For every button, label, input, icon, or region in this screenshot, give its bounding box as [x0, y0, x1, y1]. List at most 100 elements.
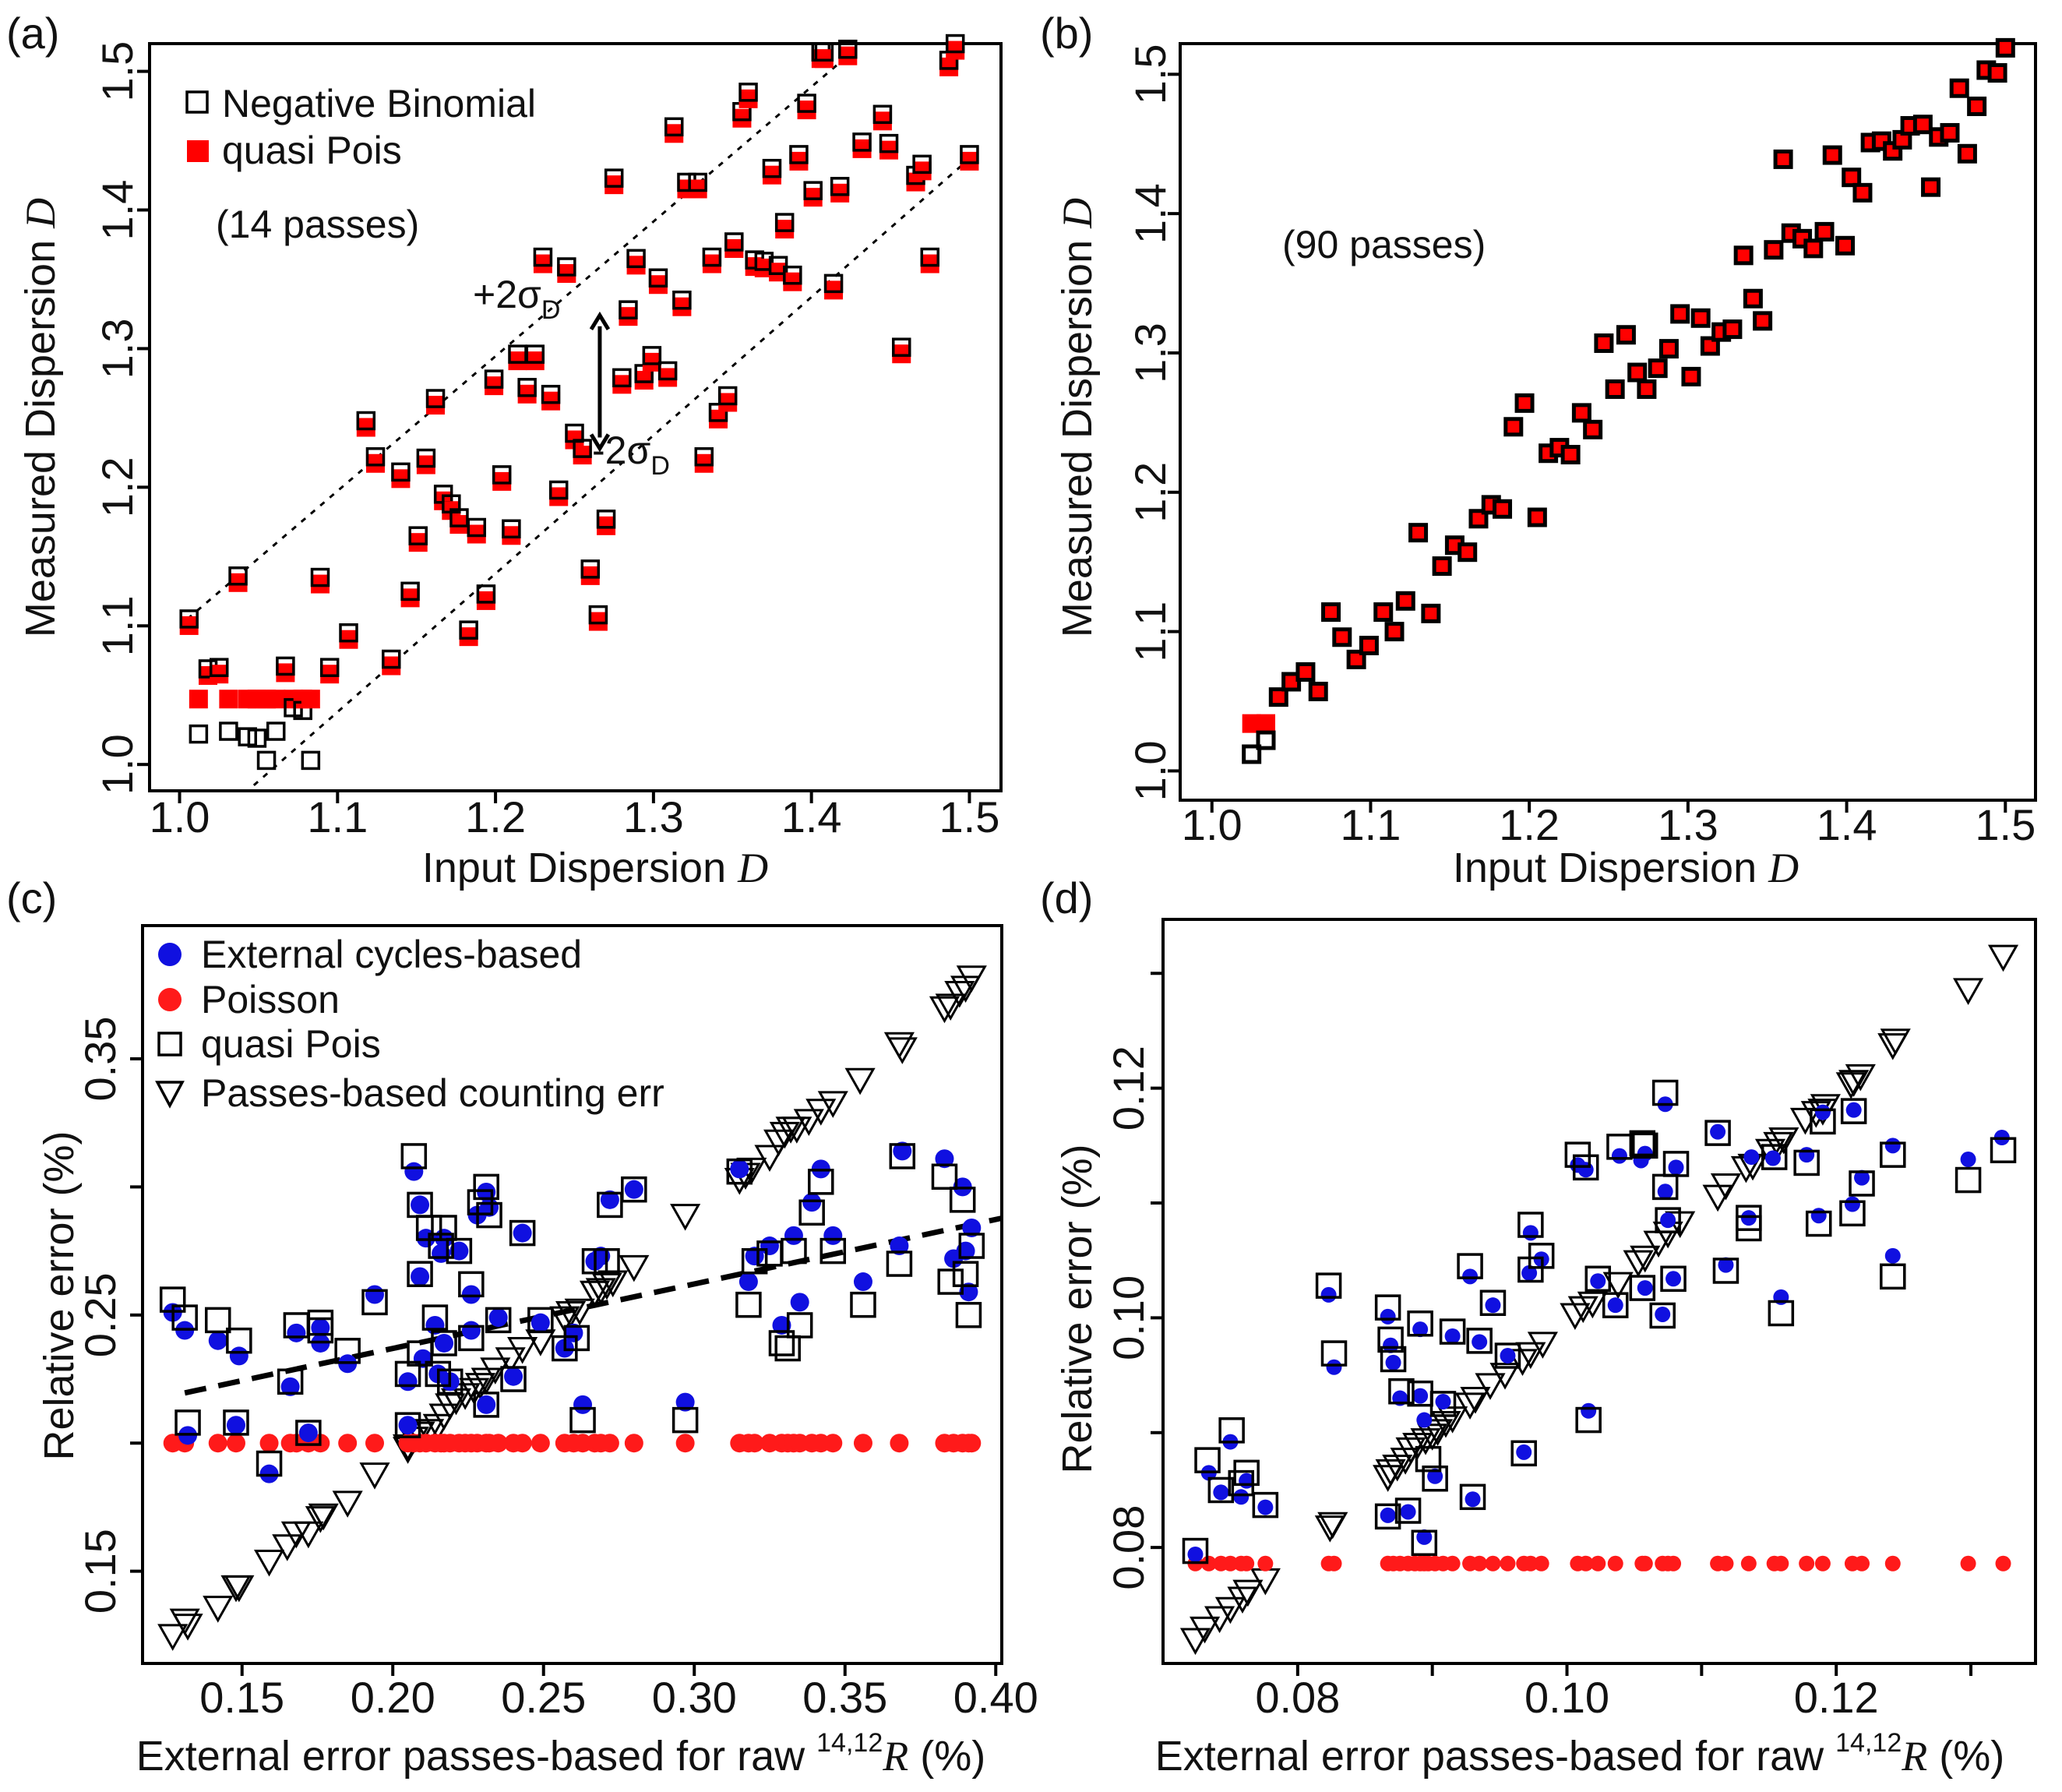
- negative-binomial-marker: [803, 181, 823, 200]
- negative-binomial-marker: [400, 581, 420, 601]
- passes-based-counting-err-marker: [1527, 1332, 1558, 1359]
- passes-based-counting-err-marker: [793, 1109, 824, 1136]
- negative-binomial-marker: [1690, 308, 1711, 328]
- negative-binomial-marker: [1359, 636, 1379, 656]
- quasi-pois-marker: [1388, 1378, 1415, 1405]
- y-tick-label: 0.12: [1104, 1046, 1153, 1131]
- poisson-marker: [1995, 1555, 2011, 1572]
- x-axis-title-unit: (%): [1927, 1733, 2004, 1780]
- quasi-pois-marker: [1415, 1445, 1442, 1473]
- external-cycles-based-marker: [1854, 1169, 1870, 1186]
- sigma-subscript: D: [541, 295, 561, 325]
- poisson-marker: [624, 1434, 643, 1453]
- external-cycles-based-marker: [1590, 1273, 1606, 1289]
- external-cycles-based-marker: [1213, 1484, 1229, 1501]
- external-cycles-based-marker: [311, 1318, 330, 1338]
- negative-binomial-marker: [619, 300, 638, 319]
- passes-based-counting-err-marker: [507, 1337, 538, 1364]
- quasi-pois-marker: [594, 1248, 620, 1275]
- legend-entry: External cycles-based: [201, 933, 582, 976]
- poisson-marker: [365, 1434, 385, 1453]
- poisson-marker: [1665, 1555, 1682, 1572]
- x-tick-label: 0.35: [802, 1673, 887, 1722]
- negative-binomial-marker: [1670, 304, 1690, 324]
- negative-binomial-marker: [1852, 182, 1873, 203]
- external-cycles-based-marker: [893, 1141, 912, 1161]
- negative-binomial-marker: [657, 361, 678, 381]
- quasi-pois-marker: [1182, 1537, 1209, 1564]
- quasi-pois-marker: [612, 375, 632, 394]
- quasi-pois-marker: [937, 1268, 964, 1295]
- quasi-pois-marker: [671, 1406, 699, 1434]
- passes-based-counting-err-marker: [805, 1099, 837, 1126]
- quasi-pois-marker: [762, 165, 781, 185]
- quasi-pois-marker: [189, 690, 208, 709]
- quasi-pois-marker: [1575, 1406, 1602, 1434]
- negative-binomial-marker: [1949, 78, 1969, 98]
- quasi-pois-marker: [960, 151, 979, 171]
- quasi-pois-marker: [597, 516, 616, 535]
- negative-binomial-marker: [814, 42, 834, 62]
- negative-binomial-marker: [588, 605, 608, 625]
- quasi-pois-marker: [508, 351, 527, 371]
- x-tick-label: 1.0: [150, 792, 210, 841]
- external-cycles-based-marker: [1655, 1306, 1671, 1322]
- poisson-marker: [1500, 1555, 1516, 1572]
- poisson-marker: [962, 1434, 982, 1453]
- external-cycles-based-marker: [1326, 1359, 1342, 1375]
- quasi-pois-marker: [741, 1248, 768, 1275]
- negative-binomial-marker: [1743, 288, 1763, 309]
- negative-binomial-marker: [1308, 682, 1328, 702]
- quasi-pois-marker: [533, 254, 552, 273]
- poisson-marker: [1773, 1555, 1789, 1572]
- y-axis-title: Relative error (%): [36, 1131, 83, 1460]
- quasi-pois-marker: [1662, 1151, 1690, 1177]
- external-cycles-based-marker: [772, 1315, 791, 1335]
- quasi-pois-marker: [724, 238, 744, 258]
- negative-binomial-marker: [467, 517, 487, 538]
- negative-binomial-marker: [1560, 445, 1581, 465]
- negative-binomial-marker: [1332, 627, 1352, 647]
- external-cycles-based-marker: [404, 1162, 424, 1181]
- passes-based-counting-err-marker: [272, 1534, 303, 1561]
- external-cycles-based-marker: [1637, 1280, 1653, 1296]
- negative-binomial-marker: [1722, 319, 1743, 340]
- negative-binomial-marker: [768, 256, 788, 275]
- external-cycles-based-marker: [1380, 1308, 1396, 1325]
- external-cycles-based-marker: [1884, 1138, 1901, 1154]
- quasi-pois-marker: [830, 183, 850, 203]
- y-axis-title: Measured Dispersion D: [1054, 198, 1101, 637]
- quasi-pois-marker: [1805, 1210, 1832, 1237]
- y-tick-label: 0.08: [1104, 1505, 1153, 1590]
- quasi-pois-marker: [814, 49, 834, 69]
- x-axis-title-superscript: 14,12: [816, 1728, 883, 1758]
- negative-binomial-marker: [476, 584, 496, 604]
- quasi-pois-marker: [1394, 1497, 1422, 1524]
- poisson-marker: [1326, 1555, 1342, 1572]
- negative-binomial-marker: [1681, 366, 1701, 386]
- quasi-pois-marker: [1411, 1529, 1438, 1557]
- x-tick-label: 0.40: [953, 1673, 1038, 1722]
- external-cycles-based-marker: [1187, 1546, 1204, 1562]
- quasi-pois-marker: [726, 1158, 753, 1185]
- y-tick-label: 1.1: [1126, 601, 1175, 662]
- plots: 1.0 1.1 1.2 1.3 1.4 1.5 1.0 1.1 1.2 1.3 1.4 1.5 Inpu…: [17, 34, 2037, 1780]
- quasi-pois-marker: [1207, 1476, 1235, 1504]
- quasi-pois-marker: [1528, 1243, 1555, 1269]
- external-cycles-based-marker: [1764, 1150, 1781, 1166]
- passes-based-counting-err-marker: [332, 1490, 363, 1518]
- quasi-pois-marker: [1602, 1292, 1629, 1318]
- quasi-pois-marker: [311, 574, 330, 594]
- x-axis-title-variable: D: [1768, 845, 1799, 891]
- negative-binomial-marker: [365, 447, 386, 467]
- external-cycles-based-marker: [461, 1321, 481, 1340]
- quasi-pois-marker: [226, 1327, 252, 1354]
- passes-based-counting-err-marker: [1437, 1406, 1468, 1434]
- poisson-marker: [513, 1434, 532, 1453]
- quasi-pois-marker: [774, 1335, 801, 1362]
- quasi-pois-marker: [210, 665, 229, 684]
- quasi-pois-marker: [1479, 1289, 1507, 1316]
- quasi-pois-marker: [400, 1143, 428, 1169]
- quasi-pois-marker: [1257, 714, 1276, 733]
- poisson-marker: [1718, 1555, 1734, 1572]
